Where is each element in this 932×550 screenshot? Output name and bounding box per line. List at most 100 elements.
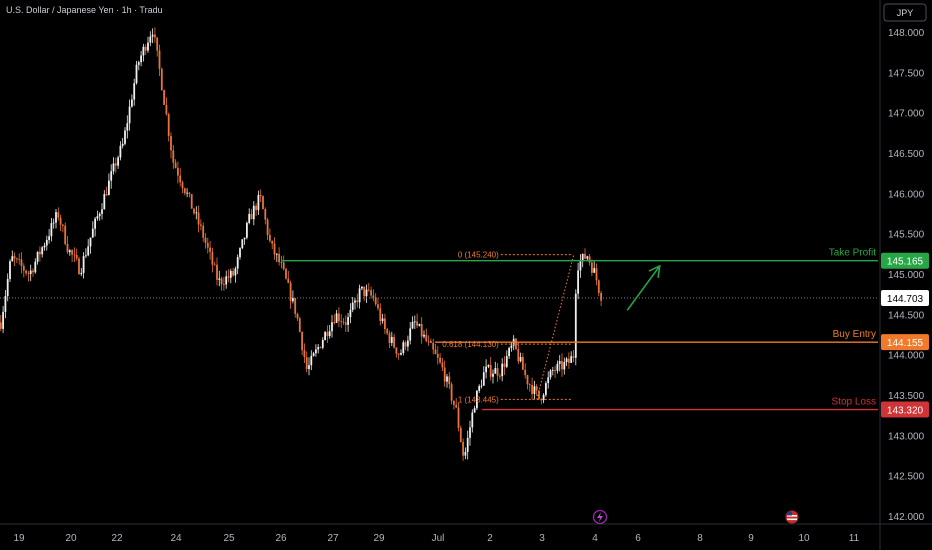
candle [193, 207, 195, 216]
candle-body [252, 205, 255, 220]
candle-body [137, 62, 140, 65]
candle-body [388, 333, 391, 343]
candle [402, 340, 405, 356]
candle [404, 340, 407, 351]
candle [542, 393, 545, 404]
candle [446, 373, 448, 388]
candle [439, 353, 441, 365]
candle-body [344, 322, 347, 325]
candle [156, 37, 159, 57]
candle-body [303, 350, 306, 358]
candle [441, 357, 444, 372]
candle [239, 247, 241, 260]
candle-body [98, 213, 101, 217]
candle-body [78, 258, 80, 275]
candle [87, 239, 90, 257]
candle [43, 242, 46, 251]
candle-body [257, 194, 260, 211]
y-tick-label: 147.500 [888, 68, 925, 79]
candle [448, 371, 451, 390]
candle-body [404, 342, 407, 347]
candle [225, 270, 228, 289]
candle-body [328, 331, 331, 337]
candle-body [535, 386, 538, 391]
currency-button[interactable]: JPY [883, 3, 927, 22]
candle-body [395, 347, 398, 354]
candle-body [27, 273, 30, 275]
candle-body [39, 251, 41, 255]
candle-body [296, 313, 299, 319]
candle [137, 60, 140, 71]
candle-body [556, 363, 559, 371]
y-tick-label: 142.500 [888, 472, 925, 483]
candle-body [496, 368, 499, 376]
candle-body [259, 194, 262, 197]
candle [593, 261, 596, 274]
candle [338, 307, 340, 328]
candle [455, 398, 458, 409]
candle-body [361, 286, 363, 289]
candle [128, 99, 131, 131]
candle [556, 360, 559, 374]
candle-body [473, 408, 476, 413]
candle [39, 246, 41, 262]
candle [280, 255, 283, 269]
candle [264, 207, 267, 225]
us-flag-icon[interactable] [785, 510, 799, 524]
candle [370, 286, 372, 299]
candle [478, 384, 481, 394]
candle-body [459, 427, 462, 443]
candle-body [4, 296, 7, 312]
candle-body [147, 42, 149, 51]
candle-body [163, 90, 165, 105]
candle [80, 267, 83, 277]
candle [436, 346, 439, 365]
candle [232, 267, 234, 277]
candle-body [432, 342, 435, 350]
axes: 145.165 144.155 143.320 142.000 142.500 143.0… [13, 3, 929, 544]
candle-body [154, 34, 156, 38]
candle [114, 157, 117, 173]
candle [167, 112, 170, 142]
candle [388, 330, 391, 349]
x-tick-label: 6 [635, 533, 641, 544]
candle [64, 222, 67, 246]
candle [395, 347, 398, 358]
candle-body [273, 243, 276, 255]
candle-body [340, 321, 343, 322]
candle [140, 50, 142, 67]
candle-body [250, 213, 253, 220]
candle-body [572, 356, 575, 358]
candle-body [280, 262, 283, 264]
candle-body [462, 442, 464, 456]
candle [183, 187, 186, 196]
candle [195, 206, 198, 220]
candle [25, 269, 27, 276]
candle-body [183, 188, 186, 194]
candle [4, 289, 7, 318]
candle [326, 325, 329, 344]
candle-body [561, 361, 563, 370]
candle-body [591, 262, 593, 273]
candle-body [446, 376, 448, 382]
candle [177, 161, 179, 184]
candle-body [50, 223, 53, 237]
candle [347, 313, 349, 332]
candle-body [45, 239, 48, 246]
candle-body [538, 390, 540, 399]
candle-body [425, 334, 428, 341]
candle [305, 351, 308, 373]
candle-body [595, 268, 598, 281]
candle-body [2, 311, 4, 329]
candle-body [9, 261, 11, 280]
candle-body [485, 366, 487, 373]
candle-body [338, 313, 340, 322]
candle [384, 313, 386, 335]
candle-body [218, 278, 221, 280]
lightning-icon[interactable] [592, 509, 608, 525]
candle-body [294, 298, 297, 314]
candle [229, 268, 232, 284]
candle-body [282, 262, 285, 270]
